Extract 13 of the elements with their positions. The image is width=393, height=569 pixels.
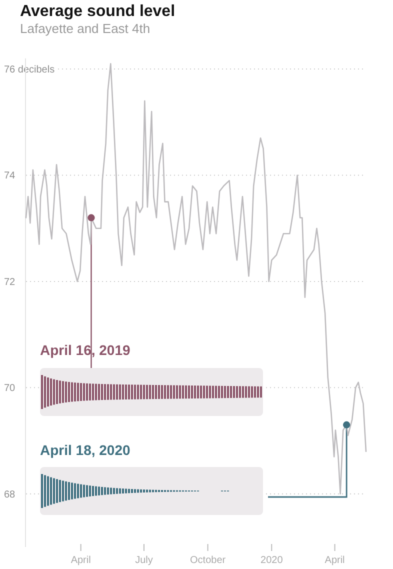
y-tick-label: 68 [4, 489, 16, 500]
y-tick-label: 72 [4, 276, 16, 288]
x-tick-label: April [324, 555, 345, 566]
y-tick-label: 76 decibels [4, 64, 55, 76]
chart-title: Average sound level [20, 3, 176, 20]
x-tick-label: July [135, 555, 153, 566]
annotation: April 18, 2020 [40, 442, 130, 458]
x-tick-label: 2020 [260, 555, 284, 566]
y-tick-label: 74 [4, 170, 16, 182]
x-tick-label: April [70, 555, 91, 566]
y-tick-label: 70 [4, 383, 16, 394]
x-tick-label: October [190, 555, 226, 566]
chart-subtitle: Lafayette and East 4th [20, 21, 150, 36]
